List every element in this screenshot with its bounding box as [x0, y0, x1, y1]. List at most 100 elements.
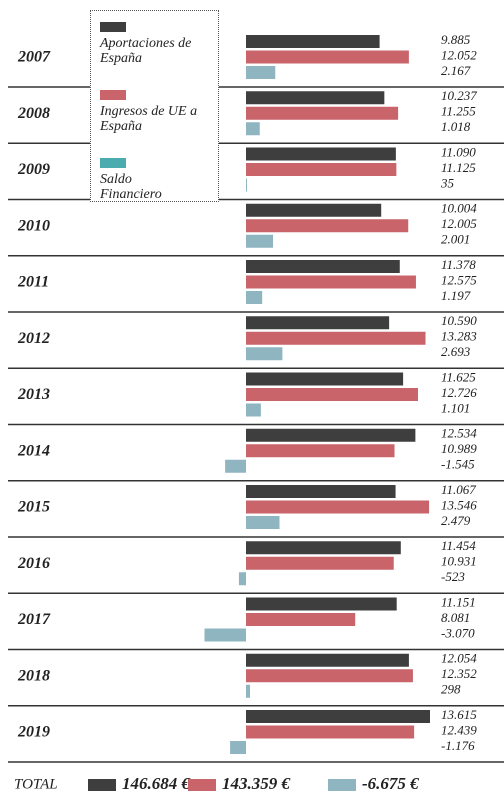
year-label: 2014 [17, 442, 50, 459]
total-value: -6.675 € [362, 774, 419, 793]
bar [246, 684, 251, 698]
bar [246, 403, 261, 417]
bar [246, 35, 380, 48]
value-label: 1.018 [441, 119, 471, 134]
legend [90, 10, 219, 202]
value-label: 12.054 [441, 651, 477, 666]
year-label: 2013 [17, 386, 50, 403]
value-label: 11.067 [441, 482, 476, 497]
value-label: 12.052 [441, 47, 477, 62]
bar [246, 725, 415, 739]
value-label: 13.546 [441, 497, 477, 512]
legend-swatch [100, 90, 126, 100]
bar [225, 459, 246, 473]
bar [246, 66, 276, 79]
value-label: 1.101 [441, 400, 470, 415]
bar [246, 50, 409, 64]
bar [246, 388, 418, 401]
total-swatch [328, 779, 356, 791]
legend-label: Saldo Financiero [100, 172, 162, 202]
total-swatch [88, 779, 116, 791]
bar [246, 178, 247, 192]
value-label: 11.255 [441, 104, 476, 119]
bar [246, 556, 394, 570]
total-value: 143.359 € [222, 774, 291, 793]
year-label: 2011 [17, 274, 49, 291]
value-label: 12.005 [441, 216, 477, 231]
total-value: 146.684 € [122, 774, 191, 793]
bar [246, 234, 274, 248]
value-label: 1.197 [441, 288, 471, 303]
bar [246, 710, 430, 723]
value-label: 2.693 [441, 344, 471, 359]
value-label: 11.090 [441, 144, 476, 159]
value-label: -1.545 [441, 457, 475, 472]
value-label: 8.081 [441, 610, 470, 625]
value-label: 35 [440, 175, 455, 190]
value-label: 12.575 [441, 272, 477, 287]
bar [246, 219, 409, 233]
bar [246, 485, 396, 498]
bar [230, 741, 246, 754]
value-label: 2.167 [441, 63, 471, 78]
value-label: 12.352 [441, 666, 477, 681]
value-label: 9.885 [441, 32, 471, 47]
bar [246, 163, 397, 176]
bar [246, 428, 416, 442]
value-label: 11.378 [441, 257, 476, 272]
year-label: 2018 [17, 667, 50, 684]
value-label: 11.625 [441, 369, 476, 384]
legend-swatch [100, 22, 126, 32]
year-label: 2016 [17, 555, 50, 572]
year-label: 2019 [17, 724, 50, 741]
bar [246, 291, 263, 304]
bar [246, 147, 396, 161]
legend-swatch [100, 158, 126, 168]
bar [246, 613, 356, 626]
year-label: 2015 [17, 499, 50, 516]
year-label: 2012 [17, 330, 50, 347]
year-label: 2010 [17, 217, 50, 234]
bar [246, 653, 409, 667]
bar [246, 372, 404, 386]
year-label: 2008 [17, 105, 50, 122]
bar [246, 91, 385, 105]
bar [246, 500, 430, 514]
value-label: 10.590 [441, 313, 477, 328]
value-label: 2.001 [441, 232, 470, 247]
bar [246, 444, 395, 458]
total-swatch [188, 779, 216, 791]
value-label: 13.283 [441, 329, 477, 344]
value-label: 2.479 [441, 513, 471, 528]
value-label: 10.004 [441, 201, 477, 216]
bar [246, 516, 280, 529]
legend-label: Aportaciones de España [100, 36, 192, 66]
value-label: 10.237 [441, 88, 477, 103]
bar [246, 597, 397, 611]
bar [246, 669, 413, 683]
bar [246, 316, 390, 330]
value-label: 11.125 [441, 160, 476, 175]
bar [246, 122, 260, 136]
bar [246, 347, 283, 361]
value-label: 12.534 [441, 426, 477, 441]
bar [204, 628, 246, 642]
bar [238, 572, 246, 586]
bar [246, 106, 399, 120]
bar [246, 331, 426, 345]
bar [246, 260, 400, 273]
bar [246, 275, 416, 289]
value-label: 12.726 [441, 385, 477, 400]
value-label: 11.454 [441, 538, 476, 553]
legend-label: Ingresos de UE a España [100, 104, 198, 134]
year-label: 2007 [17, 49, 51, 66]
value-label: 11.151 [441, 594, 476, 609]
value-label: 10.931 [441, 554, 477, 569]
value-label: 10.989 [441, 441, 477, 456]
total-label: TOTAL [14, 776, 58, 792]
value-label: -3.070 [441, 625, 475, 640]
bar [246, 541, 401, 555]
value-label: 12.439 [441, 722, 477, 737]
